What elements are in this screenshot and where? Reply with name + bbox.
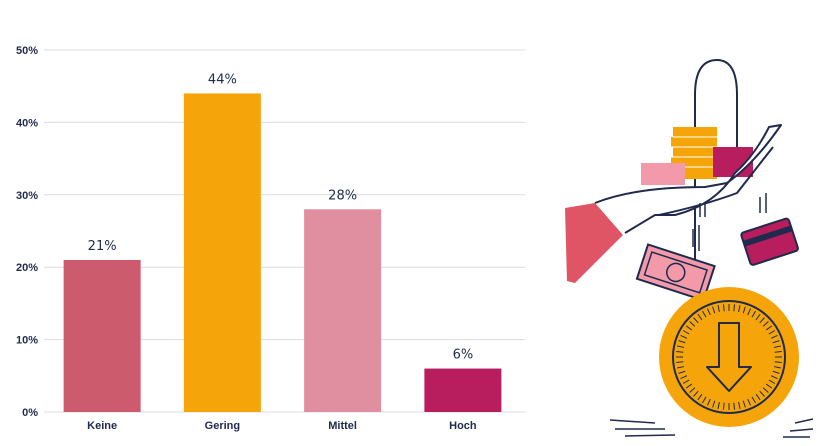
data-label: 44%: [208, 72, 237, 87]
bar-mittel: [304, 209, 382, 412]
hand-dropping-money-into-coin-illustration: [565, 58, 814, 438]
data-label: 6%: [453, 348, 474, 363]
bars: [63, 93, 502, 412]
y-axis-tick-labels: 0% 10% 20% 30% 40% 50%: [16, 45, 38, 419]
coin-slot-arc: [694, 58, 738, 260]
coin-stack-icon: [671, 127, 717, 179]
category-label: Mittel: [328, 420, 357, 432]
data-labels: 21% 44% 28% 6%: [88, 72, 474, 362]
ground-lines: [609, 418, 814, 438]
y-tick-label: 0%: [22, 407, 38, 419]
data-label: 28%: [328, 188, 357, 203]
banknote-icon: [635, 243, 716, 302]
big-coin-icon: [659, 287, 799, 427]
pink-bill-stack-icon: [641, 163, 685, 185]
data-label: 21%: [88, 239, 117, 254]
bar-hoch: [424, 368, 502, 412]
bar-chart: 0% 10% 20% 30% 40% 50% 21% 44% 28% 6% Keine Gerin…: [16, 45, 525, 432]
y-tick-label: 10%: [16, 335, 38, 347]
y-tick-label: 20%: [16, 262, 38, 274]
credit-card-icon: [740, 217, 799, 266]
y-tick-label: 40%: [16, 117, 38, 129]
y-tick-label: 50%: [16, 45, 38, 57]
bar-keine: [63, 259, 141, 412]
category-label: Keine: [87, 420, 117, 432]
category-label: Gering: [205, 420, 240, 432]
y-tick-label: 30%: [16, 190, 38, 202]
x-axis-category-labels: Keine Gering Mittel Hoch: [87, 420, 477, 432]
bar-gering: [183, 93, 261, 412]
motion-lines: [692, 193, 767, 251]
category-label: Hoch: [449, 420, 477, 432]
arrow-down-icon: [706, 322, 752, 392]
